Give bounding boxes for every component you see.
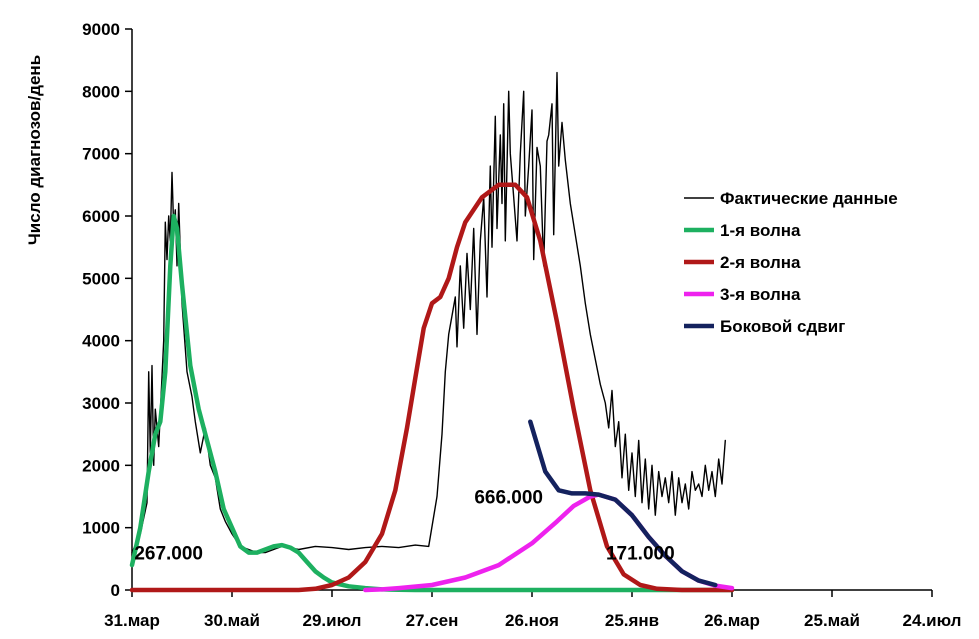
series-line-5 [528,419,718,588]
y-ticks: 0 1000 2000 3000 4000 5000 6000 7000 8000 9000 [82,20,132,600]
series-line-1 [131,71,726,554]
y-tick-label: 1000 [82,519,120,538]
annotation-label: 267.000 [134,544,203,565]
y-tick-label: 2000 [82,456,120,475]
legend: Фактические данные 1-я волна 2-я волна 3-я … [684,189,898,336]
legend-label: 3-я волна [720,285,801,304]
x-tick-label: 27.сен [406,611,459,630]
y-axis-label: Число диагнозов/день [25,55,44,245]
annotation-label: 666.000 [474,488,543,509]
series-line-3 [129,182,735,593]
y-tick-label: 7000 [82,145,120,164]
series-layer [129,71,735,593]
y-tick-label: 8000 [82,82,120,101]
y-tick-label: 9000 [82,20,120,39]
y-tick-label: 6000 [82,207,120,226]
legend-label: Боковой сдвиг [720,317,845,336]
x-tick-label: 25.янв [605,611,659,630]
x-tick-label: 30.май [204,611,260,630]
x-tick-label: 25.май [804,611,860,630]
x-tick-label: 26.мар [704,611,760,630]
x-ticks: 31.мар 30.май 29.июл 27.сен 26.ноя 25.янв 26.м… [104,590,961,630]
legend-label: Фактические данные [720,189,898,208]
x-tick-label: 31.мар [104,611,160,630]
y-tick-label: 0 [111,581,120,600]
x-tick-label: 29.июл [303,611,362,630]
legend-label: 1-я волна [720,221,801,240]
y-tick-label: 5000 [82,269,120,288]
y-tick-label: 4000 [82,332,120,351]
legend-label: 2-я волна [720,253,801,272]
y-tick-label: 3000 [82,394,120,413]
x-tick-label: 26.ноя [505,611,559,630]
x-tick-label: 24.июл [903,611,962,630]
annotation-label: 171.000 [606,544,675,565]
annotations: 267.000 666.000 171.000 [134,488,674,565]
